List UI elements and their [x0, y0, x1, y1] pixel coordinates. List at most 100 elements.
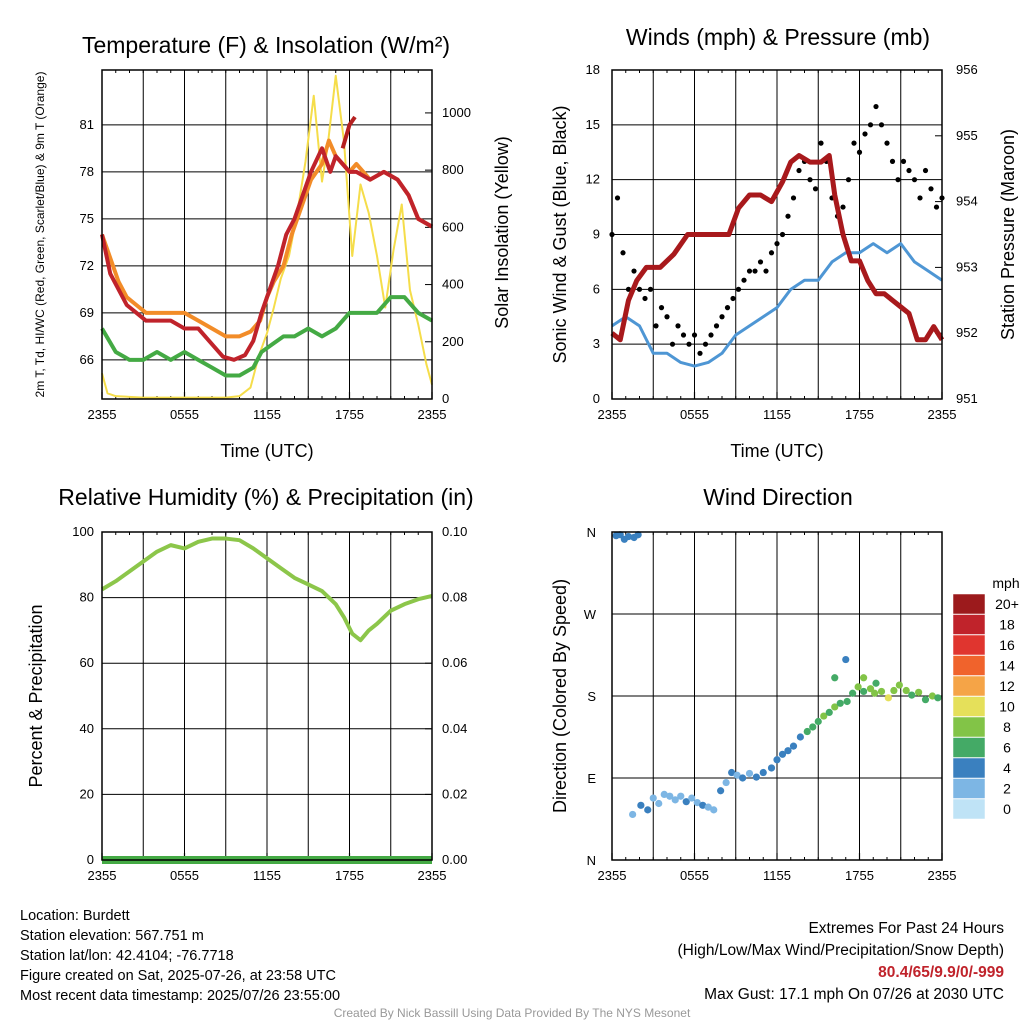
direction-point — [722, 778, 730, 787]
gust-point — [669, 341, 676, 347]
y2-tick-label: 0.02 — [442, 786, 467, 801]
legend-label: 6 — [1003, 740, 1011, 756]
direction-point — [745, 769, 754, 778]
legend-swatch — [952, 757, 986, 779]
legend-label: 16 — [999, 637, 1015, 653]
direction-point — [682, 798, 690, 806]
gust-point — [895, 177, 901, 183]
y-tick-label: E — [587, 771, 596, 786]
chart-title: Winds (mph) & Pressure (mb) — [626, 24, 930, 50]
humidity-line — [100, 536, 433, 643]
y-tick-label: 69 — [80, 305, 94, 320]
y2-tick-label: 0.06 — [442, 655, 467, 670]
y-axis-label: Sonic Wind & Gust (Blue, Black) — [550, 105, 570, 363]
x-tick-label: 1155 — [253, 868, 281, 883]
direction-point — [649, 794, 657, 802]
direction-point — [849, 689, 857, 697]
x-tick-label: 1755 — [845, 407, 874, 422]
gust-point — [631, 268, 637, 274]
legend-swatch — [952, 655, 986, 676]
y2-tick-label: 200 — [442, 334, 464, 349]
legend-label: 10 — [999, 699, 1015, 715]
direction-point — [752, 773, 760, 781]
gust-point — [851, 140, 857, 146]
direction-point — [895, 681, 903, 689]
sonic-wind-line — [611, 242, 943, 368]
legend-swatch — [952, 778, 986, 799]
y-axis-label: Percent & Precipitation — [26, 604, 46, 787]
y-tick-label: 80 — [80, 590, 94, 605]
legend-swatch — [952, 798, 986, 820]
direction-point — [688, 794, 696, 802]
gust-point — [763, 268, 769, 274]
gust-point — [636, 286, 643, 292]
y-tick-label: 6 — [593, 281, 600, 296]
direction-point — [866, 685, 875, 693]
y2-tick-label: 0.00 — [442, 852, 467, 867]
gust-point — [653, 323, 659, 329]
legend-label: 20+ — [995, 596, 1019, 612]
x-axis-label: Time (UTC) — [730, 441, 823, 461]
x-tick-label: 2355 — [598, 868, 627, 883]
extremes-values: 80.4/65/9.9/0/-999 — [878, 964, 1004, 981]
elevation-text: Station elevation: 567.751 m — [20, 928, 204, 944]
legend-swatch — [952, 737, 986, 758]
x-tick-label: 2355 — [928, 407, 957, 422]
plot-frame — [611, 531, 943, 861]
y2-tick-label: 951 — [956, 391, 978, 406]
y-tick-label: S — [587, 689, 596, 704]
legend-swatch — [952, 634, 986, 656]
y-tick-label: 81 — [80, 117, 94, 132]
x-tick-label: 2355 — [928, 868, 957, 883]
y-tick-label: N — [587, 853, 596, 868]
gust-point — [873, 103, 879, 110]
legend-label: 18 — [999, 617, 1015, 633]
y2-axis-label: Solar Insolation (Yellow) — [492, 136, 512, 328]
y-tick-label: 3 — [593, 336, 600, 351]
x-tick-label: 2355 — [418, 868, 447, 883]
gust-point — [647, 286, 654, 292]
gust-point — [862, 131, 868, 137]
y-tick-label: N — [587, 525, 596, 540]
direction-point — [843, 697, 851, 706]
direction-point — [704, 803, 712, 811]
x-tick-label: 0555 — [170, 868, 199, 883]
y-tick-label: 75 — [80, 211, 94, 226]
gust-point — [779, 231, 786, 238]
gust-point — [790, 195, 797, 201]
y-tick-label: 9 — [593, 227, 600, 242]
gust-point — [906, 167, 912, 174]
y2-tick-label: 952 — [956, 325, 978, 340]
gust-point — [768, 250, 775, 256]
pressure-line — [610, 153, 945, 343]
x-tick-label: 0555 — [680, 868, 709, 883]
direction-point — [814, 717, 822, 726]
direction-point — [831, 703, 839, 711]
credit-text: Created By Nick Bassill Using Data Provi… — [333, 1006, 691, 1020]
chart-title: Temperature (F) & Insolation (W/m²) — [82, 32, 450, 58]
direction-point — [666, 792, 674, 800]
y2-tick-label: 0 — [442, 391, 449, 406]
y2-tick-label: 954 — [956, 194, 978, 209]
dewpoint-line — [100, 295, 433, 378]
x-tick-label: 1155 — [763, 868, 791, 883]
x-tick-label: 1155 — [763, 407, 791, 422]
recent-text: Most recent data timestamp: 2025/07/26 2… — [20, 988, 341, 1004]
y-tick-label: 20 — [80, 786, 94, 801]
y2-tick-label: 0.04 — [442, 721, 467, 736]
heat-index-line — [340, 115, 357, 149]
x-tick-label: 2355 — [598, 407, 627, 422]
gust-point — [928, 186, 934, 192]
direction-point — [820, 712, 828, 720]
direction-point — [789, 742, 798, 750]
y-tick-label: 0 — [593, 391, 600, 406]
direction-point — [842, 655, 850, 664]
direction-point — [634, 531, 642, 539]
gust-point — [856, 149, 863, 155]
y-tick-label: 66 — [80, 352, 94, 367]
gust-point — [884, 140, 890, 146]
direction-point — [831, 674, 839, 682]
gust-point — [697, 350, 703, 356]
direction-point — [624, 532, 633, 541]
created-text: Figure created on Sat, 2025-07-26, at 23… — [20, 968, 336, 984]
